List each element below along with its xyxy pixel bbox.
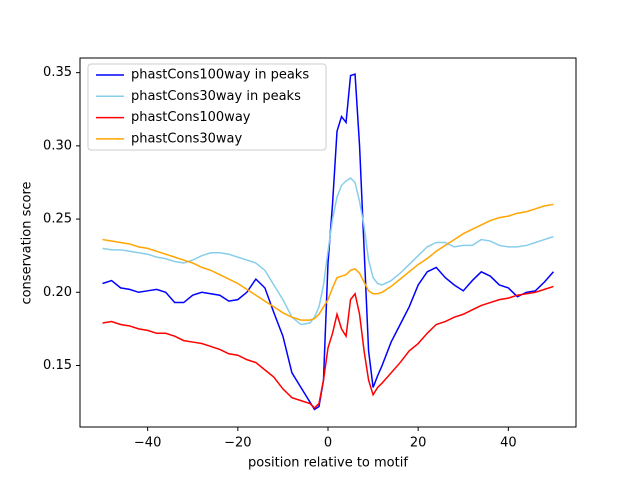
- series-line: [102, 285, 554, 410]
- x-tick-label: −40: [134, 436, 161, 451]
- series-line: [102, 177, 554, 326]
- plot-frame: [79, 57, 577, 428]
- x-axis-label: position relative to motif: [248, 456, 408, 471]
- x-tick-label: 0: [324, 436, 332, 451]
- series-line: [102, 203, 554, 321]
- x-tick-label: 20: [410, 436, 427, 451]
- legend-label: phastCons100way: [131, 110, 251, 125]
- y-axis-label: conservation score: [20, 181, 35, 304]
- legend-label: phastCons30way in peaks: [131, 89, 301, 104]
- legend-label: phastCons100way in peaks: [131, 68, 309, 83]
- x-tick-label: 40: [500, 436, 517, 451]
- y-tick-label: 0.25: [43, 212, 72, 227]
- y-tick-label: 0.15: [43, 358, 72, 373]
- legend-label: phastCons30way: [131, 131, 243, 146]
- x-tick-label: −20: [224, 436, 251, 451]
- legend-box: [87, 63, 327, 151]
- y-tick-label: 0.35: [43, 65, 72, 80]
- y-tick-label: 0.30: [43, 138, 72, 153]
- y-tick-label: 0.20: [43, 285, 72, 300]
- series-line: [102, 73, 555, 411]
